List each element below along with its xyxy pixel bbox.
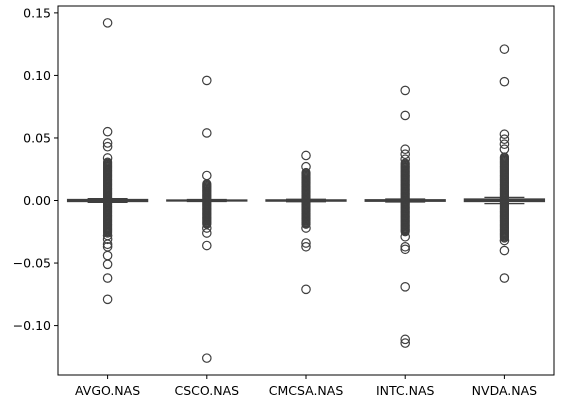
outlier-point (499, 139, 510, 150)
outlier-point (400, 231, 410, 242)
plot-frame (57, 5, 555, 376)
outlier-point (102, 259, 113, 270)
outlier-point (499, 144, 510, 155)
outlier-point (400, 244, 410, 255)
y-tick-label: −0.05 (13, 256, 51, 271)
outlier-point (301, 238, 311, 248)
outlier-point (202, 75, 212, 86)
x-tick-label: CSCO.NAS (175, 383, 240, 398)
outlier-point (202, 170, 212, 181)
y-tick-label: 0.00 (23, 193, 51, 208)
outlier-point (301, 161, 311, 172)
box-group-avgo-nas (66, 18, 149, 305)
outlier-point (499, 235, 510, 246)
x-tick-label: NVDA.NAS (472, 383, 538, 398)
box-group-cmcsa-nas (265, 150, 347, 295)
outlier-point (499, 44, 510, 54)
outlier-point (102, 234, 113, 245)
chart-marks (66, 18, 546, 363)
outlier-point (102, 126, 113, 137)
outlier-point (499, 134, 510, 145)
outlier-point (301, 284, 311, 295)
outlier-point (102, 157, 113, 167)
y-tick-label: −0.10 (13, 318, 51, 333)
outlier-point (102, 273, 113, 283)
x-tick-label: CMCSA.NAS (269, 383, 344, 398)
outlier-point (400, 338, 410, 348)
outlier-point (301, 241, 311, 252)
outlier-point (400, 241, 410, 252)
outlier-point (102, 141, 113, 152)
y-tick-label: 0.15 (23, 5, 51, 20)
outlier-point (202, 223, 212, 233)
outlier-point (400, 158, 410, 168)
outlier-point (400, 149, 410, 160)
outlier-point (499, 245, 510, 256)
outlier-point (102, 18, 113, 28)
outlier-point (102, 294, 113, 305)
outlier-point (499, 273, 510, 283)
outlier-point (102, 138, 113, 148)
outlier-point (102, 239, 113, 250)
box-group-nvda-nas (463, 44, 546, 283)
outlier-point (400, 85, 410, 96)
outlier-point (400, 334, 410, 345)
outlier-point (400, 110, 410, 121)
outlier-point (301, 150, 311, 161)
outlier-point (202, 228, 212, 238)
outlier-point (400, 282, 410, 292)
outlier-point (102, 153, 113, 163)
x-tick-label: AVGO.NAS (75, 383, 140, 398)
y-tick-label: 0.10 (23, 68, 51, 83)
outlier-point (499, 76, 510, 87)
outlier-point (202, 240, 212, 251)
box-group-csco-nas (166, 75, 248, 363)
x-tick-label: INTC.NAS (376, 383, 435, 398)
outlier-point (301, 223, 311, 233)
outlier-point (400, 144, 410, 155)
box-group-intc-nas (364, 85, 446, 348)
chart-axes: 0.15 0.10 0.05 0.00 −0.05 −0.10 AVGO.NAS CSCO.N… (13, 5, 537, 398)
outlier-point (499, 129, 510, 140)
outlier-point (202, 353, 212, 363)
outlier-point (301, 167, 311, 178)
y-tick-label: 0.05 (23, 130, 51, 145)
outlier-point (202, 128, 212, 138)
outlier-point (400, 154, 410, 165)
